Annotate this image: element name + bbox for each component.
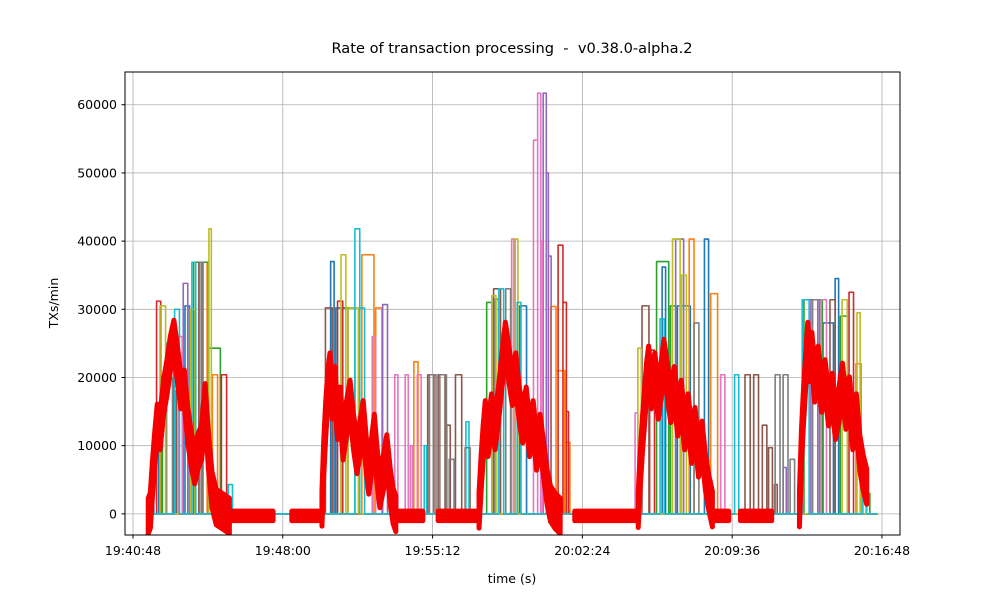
red-overlay-segment (289, 508, 325, 524)
red-overlay-segment (394, 508, 426, 524)
axes-layer (121, 71, 901, 539)
red-overlay-segment (145, 317, 232, 535)
x-tick-label: 20:09:36 (704, 543, 760, 558)
y-tick-label: 20000 (77, 370, 117, 385)
x-tick-label: 19:40:48 (105, 543, 161, 558)
red-overlay-segment (796, 319, 870, 530)
red-overlay-segment (319, 350, 399, 535)
red-overlay-layer (145, 317, 870, 535)
red-overlay-segment (710, 508, 732, 524)
x-tick-label: 19:48:00 (255, 543, 311, 558)
red-overlay-segment (635, 336, 715, 530)
red-overlay-segment (229, 508, 276, 524)
red-overlay-segment (476, 319, 563, 535)
series-layer (146, 92, 878, 515)
red-overlay-segment (737, 508, 775, 524)
x-axis-label: time (s) (488, 571, 536, 586)
red-overlay-segment (572, 508, 641, 524)
y-axis-label: TXs/min (46, 278, 61, 330)
y-tick-label: 40000 (77, 234, 117, 249)
y-tick-label: 50000 (77, 165, 117, 180)
y-tick-label: 60000 (77, 97, 117, 112)
x-tick-label: 20:16:48 (854, 543, 910, 558)
y-tick-label: 10000 (77, 438, 117, 453)
red-overlay-segment (435, 508, 479, 524)
y-tick-label: 0 (109, 506, 117, 521)
y-tick-label: 30000 (77, 302, 117, 317)
ticklabel-layer: 19:40:48 19:48:00 19:55:12 20:02:24 20:09:36… (77, 97, 910, 558)
x-tick-label: 20:02:24 (554, 543, 610, 558)
plot-border (124, 71, 901, 536)
x-tick-label: 19:55:12 (405, 543, 461, 558)
chart-title: Rate of transaction processing - v0.38.0… (331, 40, 692, 57)
